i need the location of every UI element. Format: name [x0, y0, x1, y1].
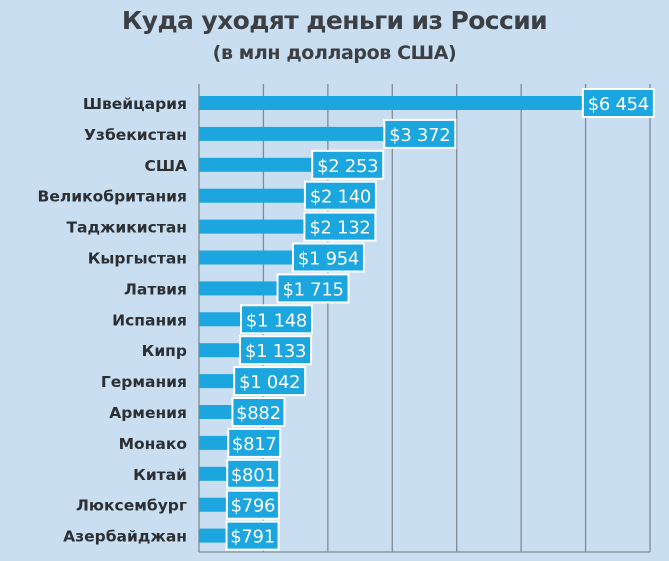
- bar: [199, 405, 235, 419]
- value-label-box: [291, 242, 365, 273]
- category-label: Кыргыстан: [88, 250, 187, 268]
- category-label: Люксембург: [76, 497, 187, 515]
- value-label: $817: [232, 434, 277, 455]
- value-label-box: [226, 458, 281, 489]
- value-label-box: [311, 149, 385, 180]
- bar: [199, 374, 237, 389]
- value-label-box: [303, 211, 377, 242]
- bar: [199, 497, 229, 512]
- bar: [199, 466, 230, 481]
- bar: [199, 281, 280, 296]
- category-label: Монако: [119, 435, 187, 453]
- bar: [199, 435, 231, 450]
- category-label: Армения: [109, 404, 187, 422]
- category-label: США: [144, 157, 187, 175]
- category-label: Германия: [101, 373, 187, 391]
- category-label: Кипр: [142, 342, 187, 360]
- bar: [199, 312, 244, 327]
- value-label: $801: [231, 465, 276, 486]
- category-label: Латвия: [124, 280, 187, 298]
- category-label: Китай: [133, 466, 187, 484]
- bar: [199, 250, 295, 265]
- value-label: $2 253: [317, 156, 378, 177]
- value-label-box: [276, 273, 350, 304]
- value-label-box: [225, 520, 280, 551]
- value-label: $1 715: [282, 279, 343, 300]
- value-label: $1 133: [245, 341, 306, 362]
- bar: [199, 528, 229, 543]
- category-label: Испания: [112, 311, 187, 329]
- bar: [199, 96, 585, 110]
- value-label-box: [231, 397, 286, 427]
- value-label: $882: [236, 403, 281, 424]
- value-label: $1 954: [298, 249, 359, 270]
- chart-subtitle: (в млн долларов США): [212, 42, 457, 64]
- value-label: $6 454: [588, 94, 649, 115]
- bar: [199, 343, 243, 358]
- value-label: $3 372: [389, 125, 450, 146]
- value-label-box: [239, 335, 313, 366]
- value-label: $1 148: [246, 310, 307, 331]
- chart-title: Куда уходят деньги из России: [121, 6, 548, 35]
- bar: [199, 188, 307, 203]
- category-label: Великобритания: [38, 188, 187, 206]
- category-label: Таджикистан: [66, 219, 187, 237]
- value-label-box: [581, 88, 655, 118]
- value-label: $796: [231, 496, 276, 517]
- value-label: $1 042: [239, 372, 300, 393]
- category-label: Швейцария: [83, 95, 187, 113]
- value-label-box: [225, 489, 280, 520]
- value-label-box: [227, 427, 282, 458]
- value-label-box: [303, 180, 377, 211]
- bar: [199, 157, 315, 172]
- value-label-box: [233, 366, 307, 397]
- bar: [199, 126, 387, 141]
- value-label: $2 140: [310, 187, 371, 208]
- category-label: Азербайджан: [63, 528, 187, 546]
- value-label-box: [383, 118, 457, 149]
- category-label: Узбекистан: [84, 126, 187, 144]
- value-label: $2 132: [309, 218, 370, 239]
- value-label: $791: [230, 527, 275, 548]
- value-label-box: [240, 304, 314, 335]
- bar: [199, 219, 307, 234]
